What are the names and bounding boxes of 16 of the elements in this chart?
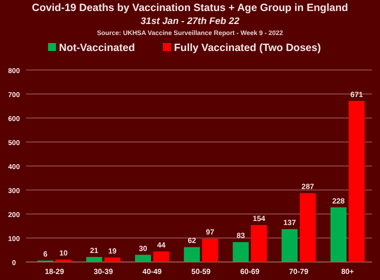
legend-label: Not-Vaccinated xyxy=(59,42,135,54)
bar xyxy=(135,254,152,262)
bar xyxy=(300,193,316,262)
bar xyxy=(330,207,346,262)
bar xyxy=(348,100,365,262)
bar xyxy=(153,251,170,262)
legend-label: Fully Vaccinated (Two Doses) xyxy=(174,42,321,54)
bar xyxy=(184,247,200,262)
bar xyxy=(250,225,267,262)
bar xyxy=(86,256,102,262)
bar xyxy=(104,257,120,262)
chart-title: Covid-19 Deaths by Vaccination Status + Age Group in England xyxy=(32,2,348,14)
chart-subtitle: 31st Jan - 27th Feb 22 xyxy=(140,16,240,27)
bar xyxy=(282,229,298,262)
bar xyxy=(202,238,218,262)
bar xyxy=(232,242,249,262)
